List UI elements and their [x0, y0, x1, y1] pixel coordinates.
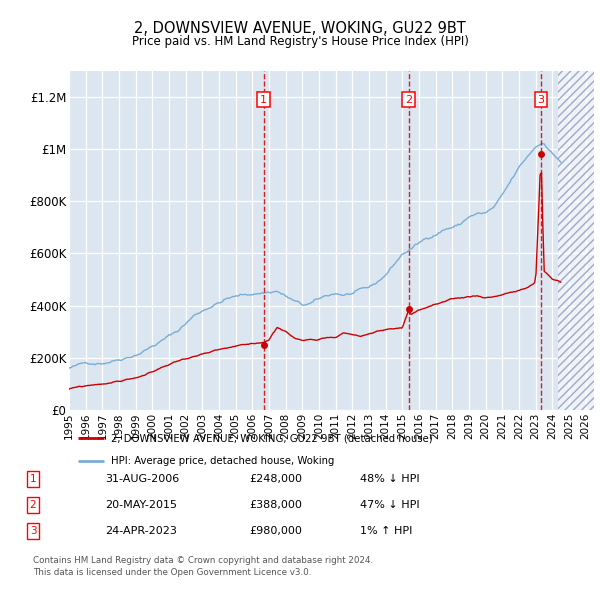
Text: 2: 2 [405, 94, 412, 104]
Text: 1% ↑ HPI: 1% ↑ HPI [360, 526, 412, 536]
Text: Contains HM Land Registry data © Crown copyright and database right 2024.
This d: Contains HM Land Registry data © Crown c… [33, 556, 373, 577]
Text: Price paid vs. HM Land Registry's House Price Index (HPI): Price paid vs. HM Land Registry's House … [131, 35, 469, 48]
Text: 1: 1 [260, 94, 267, 104]
Text: 20-MAY-2015: 20-MAY-2015 [105, 500, 177, 510]
Text: 2: 2 [29, 500, 37, 510]
Bar [558, 71, 594, 410]
Text: £980,000: £980,000 [249, 526, 302, 536]
Text: 3: 3 [538, 94, 544, 104]
Text: 3: 3 [29, 526, 37, 536]
Text: £248,000: £248,000 [249, 474, 302, 484]
Text: £388,000: £388,000 [249, 500, 302, 510]
Text: 1: 1 [29, 474, 37, 484]
Bar [558, 71, 594, 410]
Text: 24-APR-2023: 24-APR-2023 [105, 526, 177, 536]
Text: 47% ↓ HPI: 47% ↓ HPI [360, 500, 419, 510]
Text: 2, DOWNSVIEW AVENUE, WOKING, GU22 9BT: 2, DOWNSVIEW AVENUE, WOKING, GU22 9BT [134, 21, 466, 36]
Text: 48% ↓ HPI: 48% ↓ HPI [360, 474, 419, 484]
Text: 31-AUG-2006: 31-AUG-2006 [105, 474, 179, 484]
Text: HPI: Average price, detached house, Woking: HPI: Average price, detached house, Woki… [110, 456, 334, 466]
Text: 2, DOWNSVIEW AVENUE, WOKING, GU22 9BT (detached house): 2, DOWNSVIEW AVENUE, WOKING, GU22 9BT (d… [110, 433, 433, 443]
